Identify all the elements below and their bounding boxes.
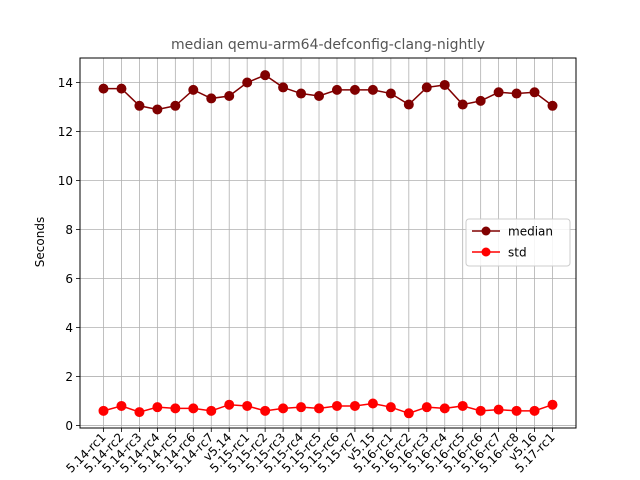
y-tick-label: 4 <box>65 321 73 335</box>
point-std <box>296 402 307 413</box>
y-tick-label: 0 <box>65 419 73 433</box>
point-median <box>134 100 145 111</box>
legend: median std <box>465 218 571 267</box>
point-median <box>188 84 199 95</box>
point-std <box>385 402 396 413</box>
legend-label-median: median <box>508 225 553 239</box>
legend-marker-std <box>481 247 491 257</box>
point-std <box>278 403 289 414</box>
point-median <box>242 77 253 88</box>
point-median <box>116 83 127 94</box>
point-std <box>314 403 325 414</box>
y-tick-label: 8 <box>65 223 73 237</box>
point-std <box>421 402 432 413</box>
legend-marker-median <box>481 226 491 236</box>
y-tick-label: 12 <box>58 125 73 139</box>
point-median <box>403 99 414 110</box>
point-std <box>529 405 540 416</box>
point-median <box>224 90 235 101</box>
plot-frame <box>79 57 577 429</box>
point-median <box>278 82 289 93</box>
point-std <box>475 405 486 416</box>
point-std <box>242 400 253 411</box>
point-std <box>260 405 271 416</box>
y-tick-label: 2 <box>65 370 73 384</box>
point-std <box>331 400 342 411</box>
y-axis-label: Seconds <box>33 217 47 267</box>
point-std <box>547 399 558 410</box>
point-median <box>529 87 540 98</box>
point-std <box>403 408 414 419</box>
point-median <box>349 84 360 95</box>
point-std <box>511 405 522 416</box>
point-median <box>170 100 181 111</box>
y-tick-label: 6 <box>65 272 73 286</box>
point-median <box>367 84 378 95</box>
point-median <box>206 93 217 104</box>
chart-title: median qemu-arm64-defconfig-clang-nightl… <box>171 37 485 53</box>
point-std <box>367 398 378 409</box>
point-std <box>349 400 360 411</box>
legend-label-std: std <box>508 246 527 260</box>
point-median <box>475 95 486 106</box>
point-std <box>493 404 504 415</box>
point-median <box>421 82 432 93</box>
point-std <box>457 400 468 411</box>
point-std <box>224 399 235 410</box>
point-median <box>439 79 450 90</box>
point-median <box>152 104 163 115</box>
point-median <box>331 84 342 95</box>
point-std <box>134 407 145 418</box>
point-median <box>511 88 522 99</box>
point-median <box>98 83 109 94</box>
point-median <box>385 88 396 99</box>
y-tick-label: 14 <box>58 76 73 90</box>
point-median <box>547 100 558 111</box>
point-median <box>260 70 271 81</box>
series-layer <box>98 70 558 419</box>
y-tick-label: 10 <box>58 174 73 188</box>
point-median <box>296 88 307 99</box>
point-std <box>152 402 163 413</box>
point-std <box>98 405 109 416</box>
point-std <box>116 400 127 411</box>
point-std <box>439 403 450 414</box>
point-std <box>206 405 217 416</box>
point-median <box>457 99 468 110</box>
point-std <box>188 403 199 414</box>
point-median <box>314 90 325 101</box>
point-std <box>170 403 181 414</box>
point-median <box>493 87 504 98</box>
